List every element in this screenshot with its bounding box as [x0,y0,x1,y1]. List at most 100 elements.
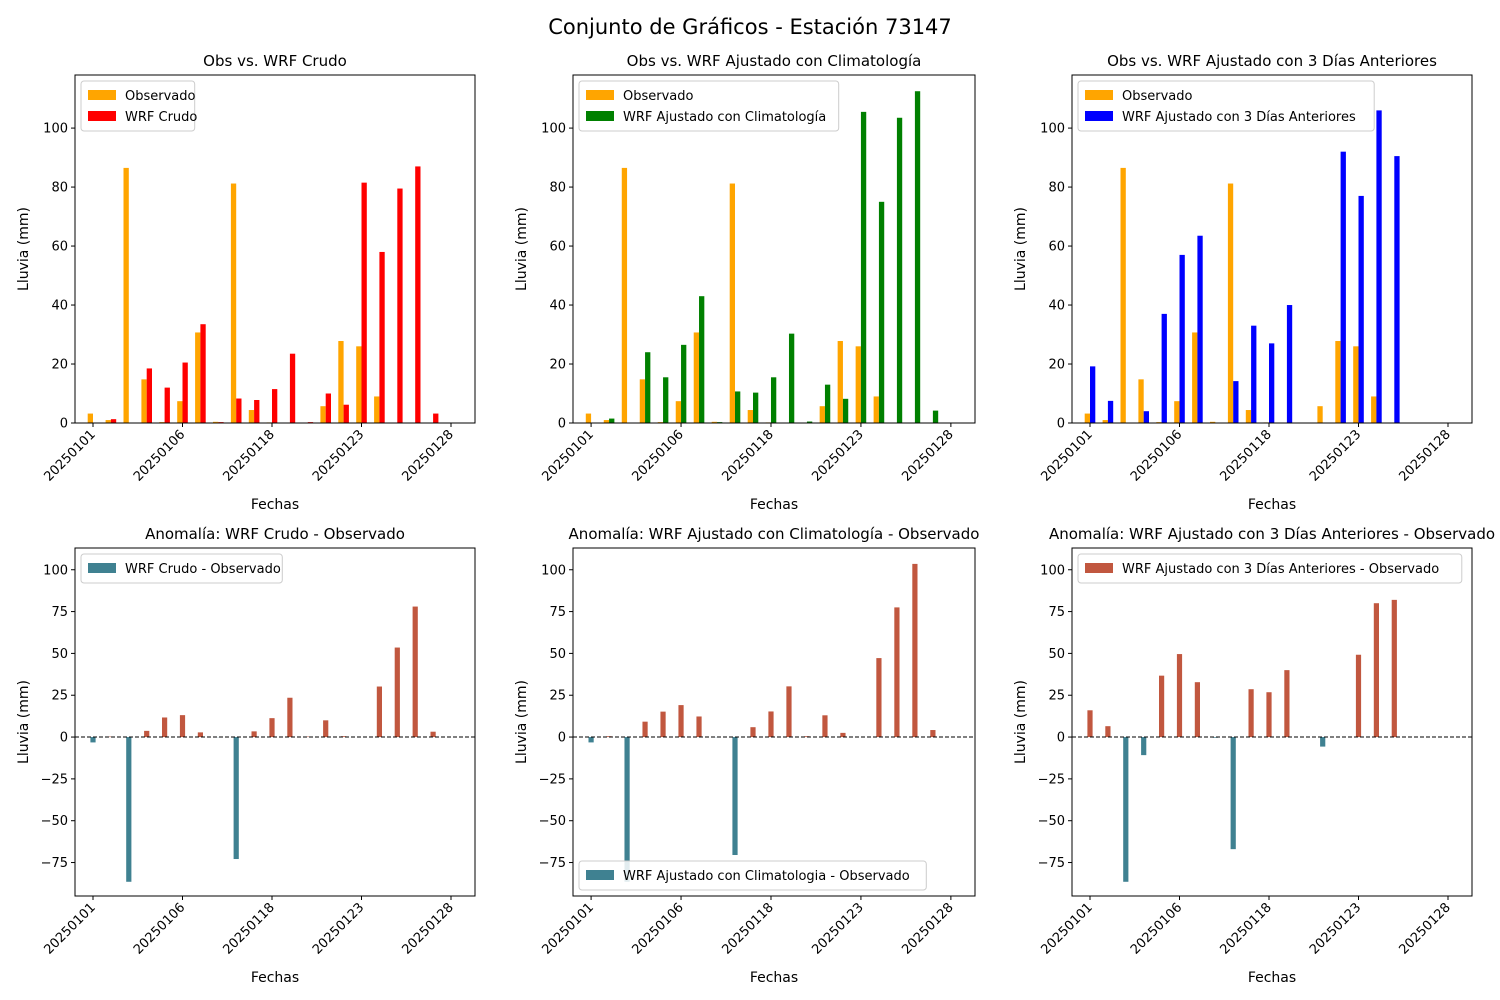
y-tick-label: −25 [539,772,566,787]
chart-title: Obs vs. WRF Crudo [203,52,347,70]
bar-observado [1227,183,1234,423]
bar-anomalia [1159,675,1165,738]
bar-anomalia [840,732,846,738]
legend-swatch [586,111,614,121]
legend-box [578,860,927,891]
x-tick-label: 20250128 [399,900,456,957]
bar-anomalia [588,737,594,743]
bar-anomalia [1373,603,1379,738]
bar-anomalia [197,732,203,738]
y-tick-label: 100 [43,122,68,137]
legend-entry: WRF Crudo - Observado [125,562,281,577]
axes-frame [572,74,976,424]
bar-wrf [681,344,687,423]
y-tick-label: 0 [1057,417,1065,432]
bar-anomalia [1248,689,1254,738]
bar-anomalia [1284,670,1290,738]
bar-wrf [645,352,651,423]
bar-wrf [254,399,260,423]
y-axis-label: Lluvia (mm) [16,680,32,764]
legend-entry: WRF Ajustado con Climatologia - Observad… [623,869,910,884]
bar-wrf [289,353,296,423]
bar-wrf [663,377,669,423]
bar-observado [1174,401,1180,423]
bar-wrf [806,421,813,423]
y-axis-label: Lluvia (mm) [1013,680,1029,764]
x-tick-label: 20250123 [310,427,367,484]
y-tick-label: 20 [1048,358,1065,373]
bar-observado [105,420,111,423]
y-tick-label: 0 [558,731,566,746]
chart-title: Obs vs. WRF Ajustado con Climatología [627,52,922,70]
y-tick-label: 25 [51,689,68,704]
y-tick-label: 80 [549,181,566,196]
bar-anomalia [179,715,186,738]
bar-observado [639,379,646,423]
bar-wrf [770,377,777,423]
bar-anomalia [412,606,418,738]
bar-anomalia [804,736,810,738]
bar-observado [747,410,753,423]
bar-anomalia [376,686,382,738]
bar-wrf [788,333,795,423]
x-tick-label: 20250123 [809,900,866,957]
legend-entry: Observado [1122,89,1193,104]
legend: Observado WRF Ajustado con 3 Días Anterio… [1077,80,1375,132]
x-tick-label: 20250118 [719,900,776,957]
axes-frame [1071,74,1473,424]
bar-observado [675,401,682,423]
x-tick-label: 20250101 [41,900,98,957]
y-tick-label: 40 [51,299,68,314]
legend-entry: WRF Ajustado con 3 Días Anteriores [1122,110,1356,125]
bar-anomalia [894,607,900,738]
bar-wrf [1143,411,1149,423]
y-tick-label: 50 [51,647,68,662]
bar-observado [855,346,861,423]
y-tick-label: 60 [51,240,68,255]
bar-wrf [824,384,831,423]
x-tick-label: 20250118 [220,900,277,957]
bar-wrf [164,387,170,423]
bar-observado [1335,341,1341,423]
bar-wrf [146,368,152,423]
bar-observado [729,183,736,423]
x-tick-label: 20250123 [310,900,367,957]
y-tick-label: 20 [51,358,68,373]
y-tick-label: 100 [1040,563,1065,578]
legend-swatch [1085,111,1113,121]
bar-observado [177,401,183,423]
chart-title: Anomalía: WRF Ajustado con Climatología … [569,525,980,543]
bar-anomalia [696,716,702,738]
legend-entry: WRF Ajustado con Climatología [623,110,826,125]
x-tick-label: 20250101 [41,427,98,484]
bar-anomalia [678,705,684,738]
plot-area [1072,548,1472,896]
bar-anomalia [1176,654,1183,738]
bar-wrf [1107,400,1114,423]
x-tick-label: 20250101 [540,427,597,484]
bar-wrf [433,413,439,423]
bar-observado [87,413,93,423]
bar-wrf [896,117,903,424]
bar-anomalia [768,711,774,738]
y-tick-label: 20 [549,358,566,373]
legend-box [80,553,283,584]
y-tick-label: 60 [1048,240,1065,255]
x-tick-label: 20250128 [899,427,956,484]
bar-anomalia [108,736,114,738]
axes-frame [74,74,476,424]
bar-wrf [860,111,867,423]
legend-box [1077,553,1463,584]
plot-area [573,548,975,896]
x-tick-label: 20250128 [899,900,956,957]
y-tick-label: 75 [1048,605,1065,620]
legend: Observado WRF Crudo [80,80,197,132]
y-tick-label: −50 [539,814,566,829]
bar-anomalia [1194,682,1200,738]
x-tick-label: 20250118 [220,427,277,484]
bar-wrf [325,393,331,423]
y-tick-label: 0 [60,731,68,746]
bar-wrf [200,324,206,423]
bar-anomalia [287,697,293,738]
